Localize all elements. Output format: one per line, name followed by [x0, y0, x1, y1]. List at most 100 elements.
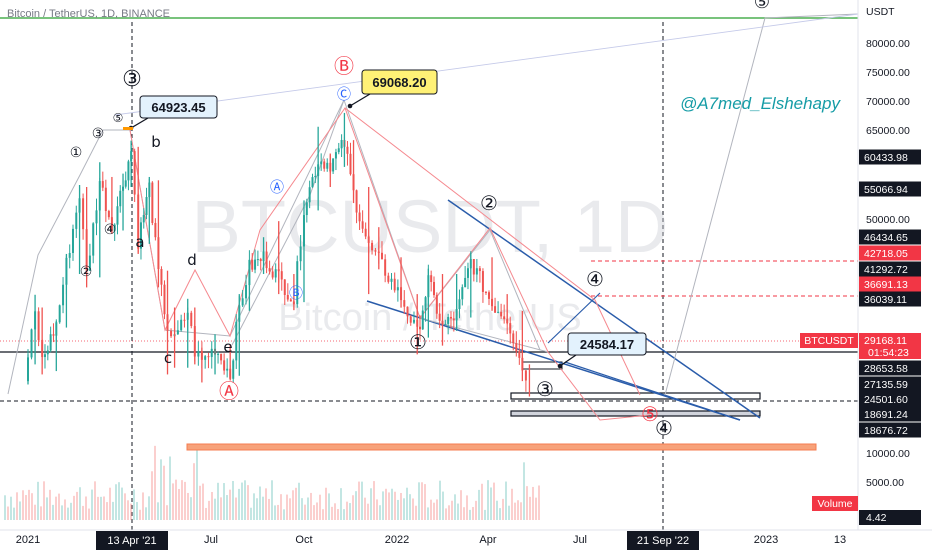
candle-body	[68, 252, 71, 258]
candle-body	[384, 259, 387, 276]
volume-bar	[112, 501, 114, 520]
volume-bar	[19, 501, 21, 520]
volume-bar	[136, 501, 138, 520]
candle-body	[421, 310, 424, 330]
y-tick-label: 75000.00	[866, 67, 910, 79]
candle-body	[52, 334, 55, 336]
price-level-label: 18676.72	[864, 425, 908, 437]
candle-body	[283, 279, 286, 295]
y-tick-label: 50000.00	[866, 214, 910, 226]
volume-bar	[256, 498, 258, 520]
volume-bar	[319, 494, 321, 520]
candle-body	[139, 222, 142, 249]
support-zones	[186, 361, 817, 451]
candle-body	[220, 353, 223, 361]
time-axis[interactable]: 2021AprJulOct2022AprJulOct20231313 Apr '…	[0, 529, 932, 550]
volume-bar	[94, 481, 96, 520]
candle-body	[311, 177, 314, 188]
candle-body	[346, 146, 349, 154]
price-level-label: 42718.05	[864, 248, 908, 260]
volume-bar	[316, 502, 318, 520]
volume-bar	[262, 496, 264, 520]
candle-body	[232, 360, 235, 379]
candle-body	[509, 323, 512, 334]
volume-bar	[259, 486, 261, 520]
volume-bar	[421, 482, 423, 520]
volume-bar	[148, 496, 150, 520]
volume-bar	[178, 488, 180, 520]
candle-body	[409, 316, 412, 323]
callout-box	[139, 95, 218, 119]
candle-body	[107, 210, 110, 218]
candle-body	[412, 319, 415, 323]
x-tick-label: 2023	[754, 534, 778, 546]
volume-bar	[169, 456, 171, 520]
volume-bar	[103, 496, 105, 520]
volume-bar	[22, 490, 24, 520]
volume-bar	[46, 497, 48, 520]
price-level-label: 18691.24	[864, 409, 908, 421]
volume-bar	[457, 503, 459, 520]
volume-bar	[538, 485, 540, 520]
volume-bar	[322, 509, 324, 520]
x-tick-label: 13	[834, 534, 846, 546]
volume-bar	[349, 503, 351, 520]
wave-label-5: ⑤	[113, 111, 124, 125]
volume-bar	[253, 493, 255, 520]
candle-body	[241, 298, 244, 306]
wave-label-2: ②	[80, 264, 93, 280]
volume-bar	[427, 507, 429, 520]
volume-bar	[223, 483, 225, 520]
callout-dot	[347, 103, 353, 109]
current-symbol-tag	[800, 333, 858, 348]
volume-bar	[403, 498, 405, 520]
wave-label-A-blue: Ⓐ	[270, 180, 284, 196]
candle-body	[396, 287, 399, 291]
volume-bar	[352, 495, 354, 520]
volume-bar	[13, 507, 15, 520]
volume-bar	[154, 445, 156, 520]
candle-body	[154, 222, 157, 238]
wave-label-B-red: Ⓑ	[334, 54, 354, 78]
volume-bar	[88, 508, 90, 520]
price-axis[interactable]: USDT 80000.00 75000.00 70000.00 65000.00 5000…	[800, 0, 932, 550]
candle-body	[452, 318, 455, 321]
volume-bar	[106, 502, 108, 520]
candle-body	[438, 313, 441, 321]
candle-body	[461, 287, 464, 300]
candle-body	[403, 300, 406, 307]
volume-bar	[487, 480, 489, 520]
volume-bar	[394, 491, 396, 520]
candle-body	[435, 295, 438, 314]
candle-body	[299, 246, 302, 262]
candle-body	[406, 306, 409, 317]
wave-label-3-major: ③	[122, 67, 142, 92]
volume-bar	[514, 502, 516, 520]
volume-bar	[400, 492, 402, 520]
volume-bar	[67, 507, 69, 520]
volume-bar	[118, 482, 120, 520]
price-level-tag	[859, 261, 921, 277]
candle-body	[271, 271, 274, 278]
volume-bar	[481, 483, 483, 520]
volume-bar	[298, 482, 300, 520]
candle-body	[119, 190, 122, 207]
price-level-label: 24501.60	[864, 394, 908, 406]
price-level-label: 60433.98	[864, 152, 908, 164]
volume-bar	[205, 507, 207, 520]
volume-bar	[40, 506, 42, 520]
volume-bar	[373, 481, 375, 520]
candle-body	[481, 271, 484, 292]
volume-bar	[367, 503, 369, 520]
volume-bar	[199, 485, 201, 520]
callout-64923: 64923.45	[128, 95, 218, 131]
orange-marker	[123, 127, 133, 130]
candle-body	[190, 312, 193, 327]
volume-bar	[466, 495, 468, 520]
candle-body	[43, 354, 46, 358]
projection-line-4	[547, 292, 601, 344]
watermark-big: BTCUSDT, 1D	[192, 185, 669, 268]
volume-bar	[43, 481, 45, 520]
